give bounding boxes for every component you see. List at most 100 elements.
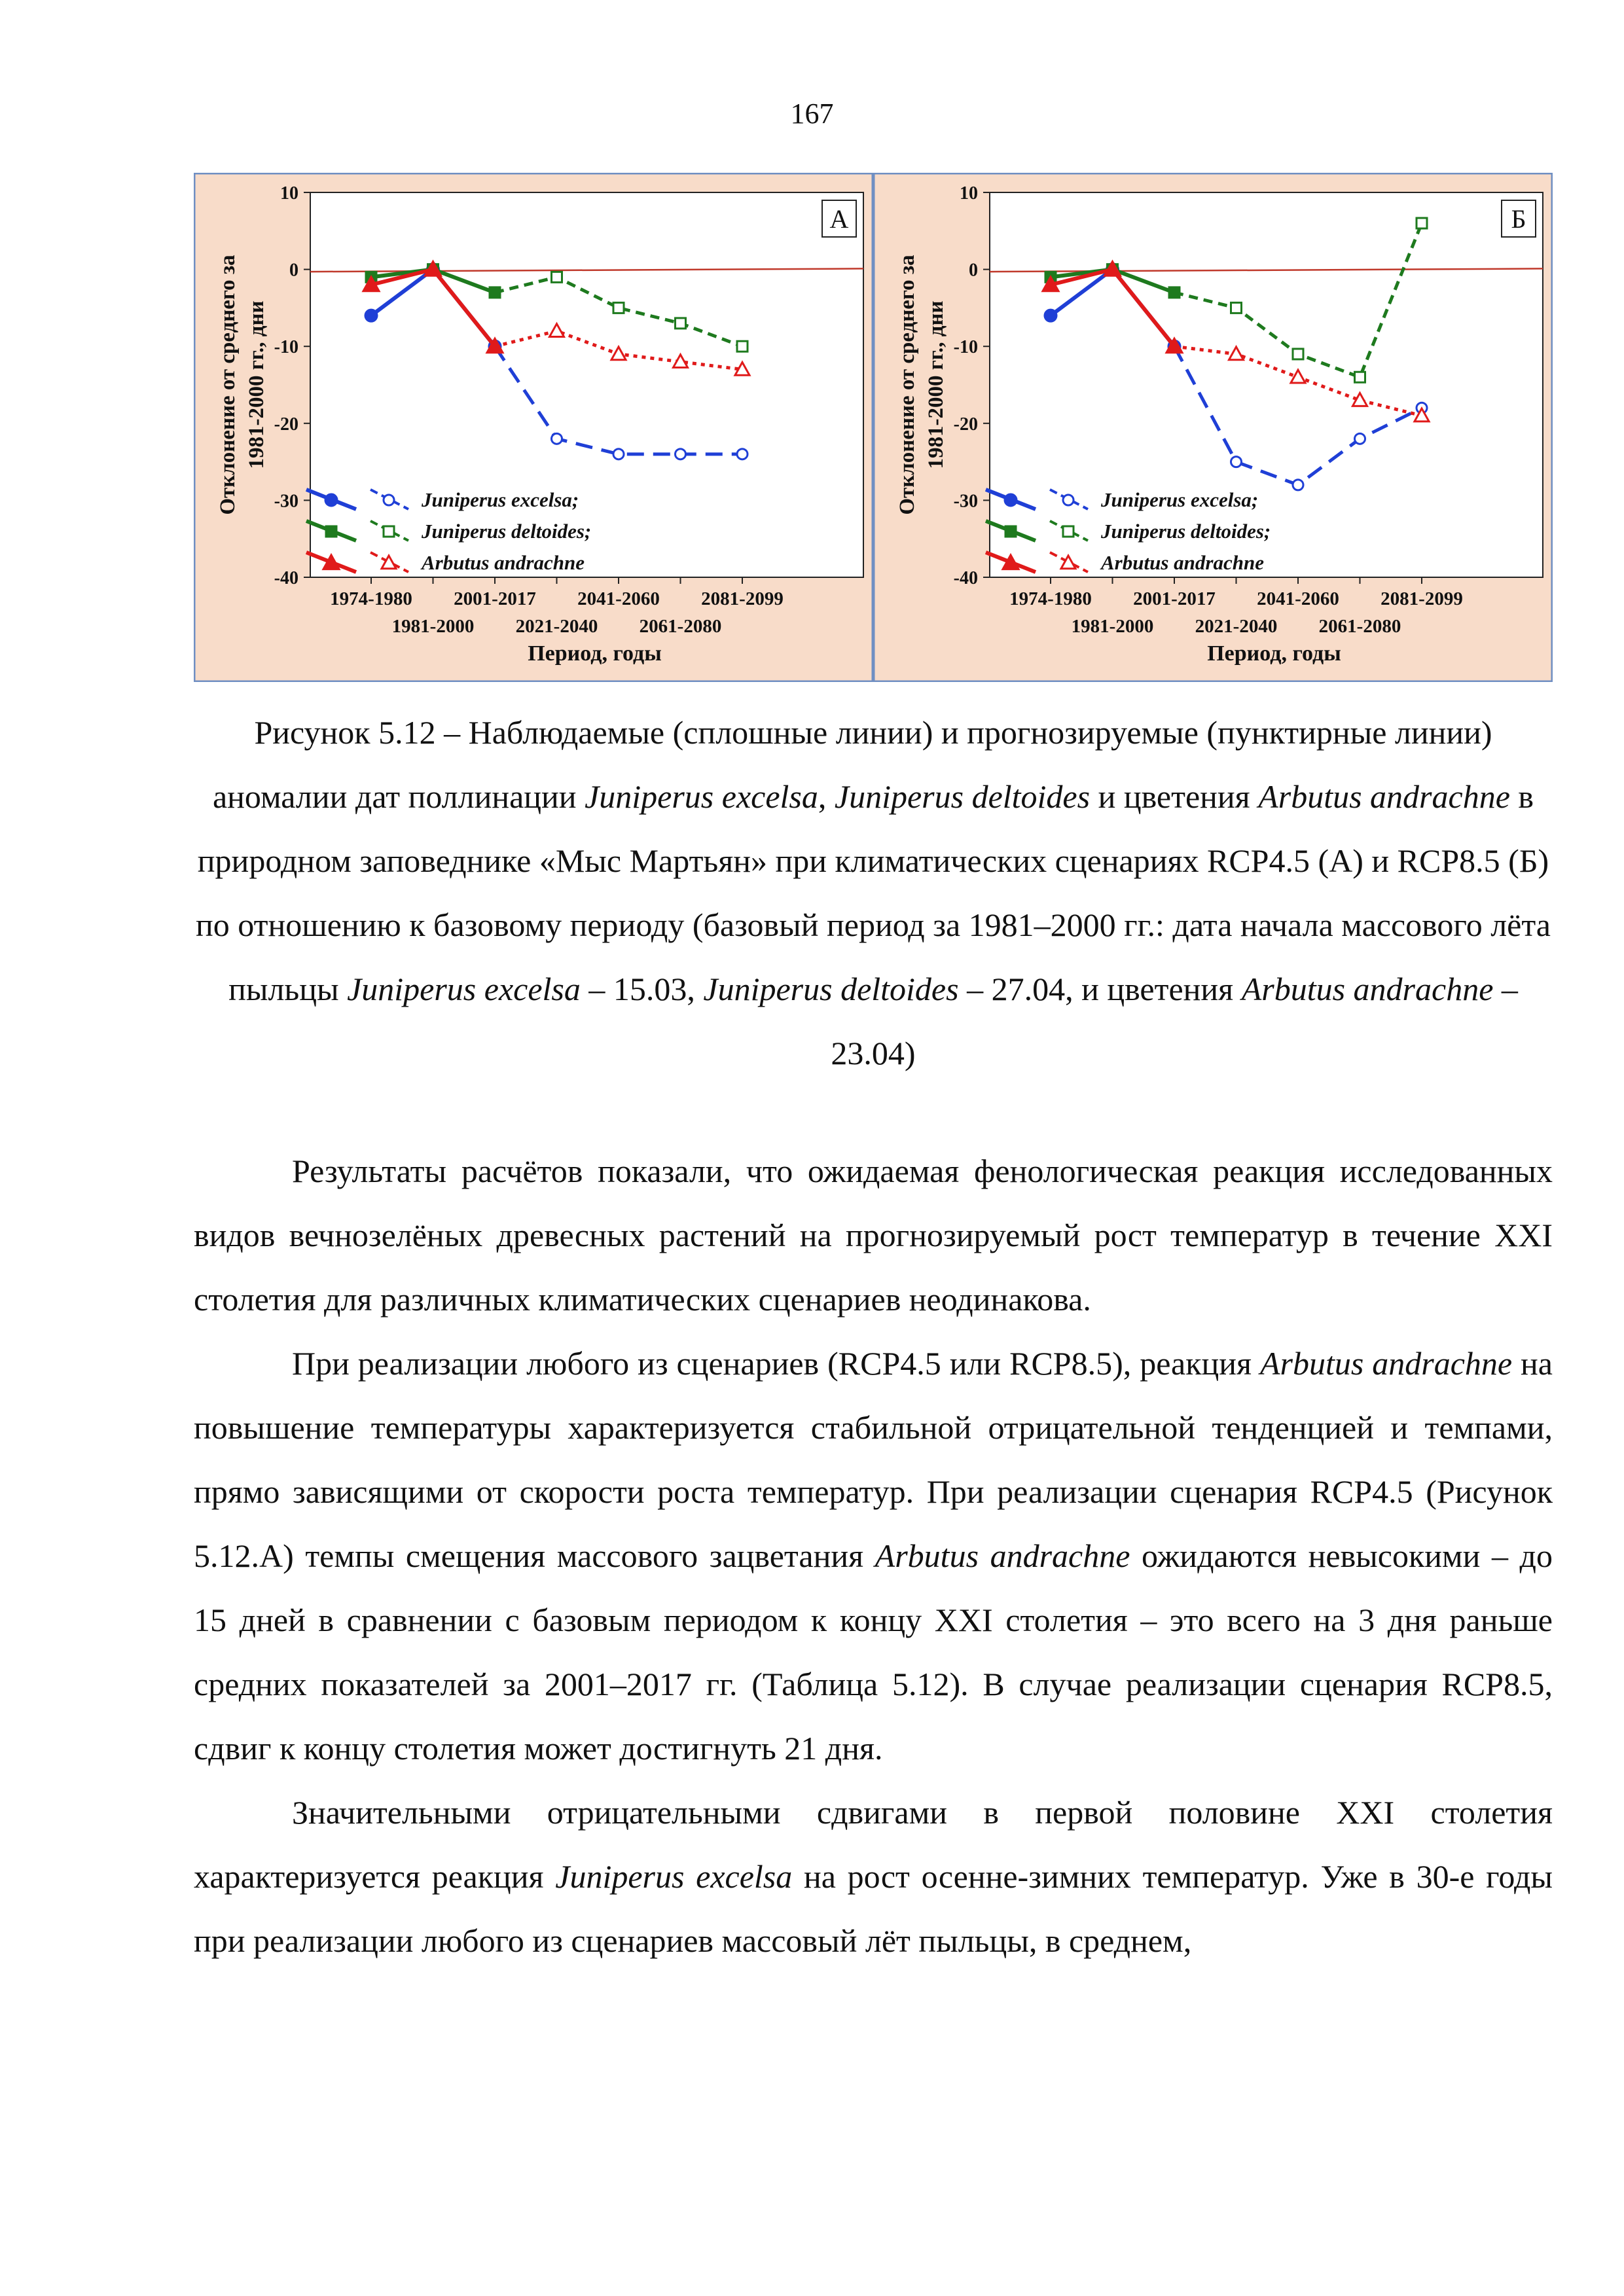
- panel-letter: Б: [1511, 204, 1526, 234]
- species-name: Arbutus andrachne: [1259, 1345, 1513, 1382]
- paragraph-text: на рост осенне-зимних температур. Уже в …: [194, 1858, 1553, 1959]
- chart-panel-a: 10 0 -10 -20 -30 -40 1974-1980 2001-2017 2041-20…: [194, 173, 874, 682]
- body-text: Результаты расчётов показали, что ожидае…: [194, 1139, 1553, 1973]
- caption-species: Juniperus deltoides: [703, 971, 959, 1007]
- legend-marker: [380, 553, 398, 570]
- x-tick-label: 2081-2099: [1380, 588, 1463, 609]
- legend-marker: [382, 525, 395, 538]
- y-tick-label: -10: [274, 337, 298, 357]
- data-point: [485, 336, 505, 354]
- chart-panel-b: 10 0 -10 -20 -30 -40 1974-1980 2001-2017 2041-20…: [873, 173, 1553, 682]
- data-point: [674, 448, 687, 461]
- data-point: [1041, 275, 1060, 293]
- legend-marker: [324, 493, 338, 507]
- caption-species: Arbutus andrachne: [1258, 778, 1510, 815]
- panel-letter-box: [821, 200, 857, 238]
- y-axis-label-line: Отклонение от среднего за: [216, 255, 240, 514]
- y-tick-label: -20: [954, 414, 978, 435]
- y-axis-label: Отклонение от среднего за 1981-2000 гг., …: [216, 255, 268, 514]
- x-tick-label: 1981-2000: [1072, 616, 1154, 637]
- legend-dashed-line: [370, 520, 409, 542]
- legend-label: Juniperus deltoides;: [1100, 520, 1271, 543]
- paragraph: Значительными отрицательными сдвигами в …: [194, 1780, 1553, 1973]
- caption-text: ,: [818, 778, 835, 815]
- data-point: [1227, 344, 1246, 361]
- data-point: [1043, 308, 1058, 323]
- y-axis-label-line: 1981-2000 гг., дни: [245, 301, 268, 469]
- data-point: [609, 344, 628, 361]
- data-point: [547, 321, 566, 338]
- plot-area: [989, 192, 1543, 578]
- x-tick-label: 1974-1980: [1009, 588, 1092, 609]
- legend-label: Juniperus excelsa;: [421, 488, 579, 511]
- x-tick-label: 2061-2080: [640, 616, 722, 637]
- paragraph-text: При реализации любого из сценариев (RCP4…: [292, 1345, 1260, 1382]
- legend-marker: [321, 552, 341, 571]
- data-point: [1291, 478, 1305, 492]
- legend-marker: [1003, 493, 1018, 507]
- legend-label: Arbutus andrachne: [420, 551, 585, 574]
- y-tick-label: -30: [954, 491, 978, 511]
- figure-caption: Рисунок 5.12 – Наблюдаемые (сплошные лин…: [194, 700, 1553, 1085]
- paragraph-text: ожидаются невысокими – до 15 дней в срав…: [194, 1537, 1553, 1767]
- data-point: [550, 432, 563, 445]
- y-tick-label: -10: [954, 337, 978, 357]
- y-axis-label-line: 1981-2000 гг., дни: [924, 301, 948, 469]
- species-name: Juniperus excelsa: [555, 1858, 793, 1895]
- caption-text: и цветения: [1090, 778, 1259, 815]
- legend-marker: [325, 525, 338, 538]
- legend-marker: [1001, 552, 1020, 571]
- y-tick-label: -40: [274, 568, 298, 588]
- legend-dashed-line: [370, 488, 409, 511]
- page-number: 167: [790, 98, 834, 130]
- x-axis-label: Период, годы: [1207, 641, 1341, 666]
- data-point: [1164, 336, 1184, 354]
- legend-dashed-line: [1049, 551, 1089, 573]
- legend-marker: [1004, 525, 1017, 538]
- x-tick-label: 1974-1980: [330, 588, 412, 609]
- paragraph-text: на повышение температуры характеризуется…: [194, 1345, 1553, 1574]
- caption-text: – 23.04): [831, 971, 1518, 1071]
- data-point: [1350, 391, 1369, 407]
- data-point: [1289, 368, 1307, 384]
- legend-label: Juniperus deltoides;: [421, 520, 591, 543]
- data-point: [1354, 370, 1366, 384]
- data-point: [1230, 456, 1242, 469]
- y-tick-label: 0: [289, 260, 298, 281]
- y-tick-label: -40: [954, 568, 978, 588]
- data-point: [736, 448, 749, 461]
- x-tick-label: 2061-2080: [1319, 616, 1401, 637]
- x-tick-label: 2001-2017: [1133, 588, 1216, 609]
- caption-species: Juniperus deltoides: [834, 778, 1091, 815]
- caption-species: Arbutus andrachne: [1241, 971, 1494, 1007]
- x-tick-label: 2041-2060: [1257, 588, 1339, 609]
- legend-marker: [382, 493, 395, 507]
- caption-text: – 27.04, и цветения: [958, 971, 1242, 1007]
- data-point: [612, 301, 625, 314]
- y-tick-label: 10: [960, 183, 978, 204]
- data-point: [550, 270, 563, 283]
- y-tick-label: 0: [969, 260, 978, 281]
- series-projected-line: [494, 275, 743, 348]
- legend-dashed-line: [370, 551, 409, 573]
- data-point: [1415, 217, 1428, 230]
- legend-label: Arbutus andrachne: [1100, 551, 1264, 574]
- caption-text: Рисунок 5.12 – Наблюдаемые (сплошные лин…: [212, 714, 1492, 815]
- data-point: [674, 317, 687, 330]
- panel-letter-box: [1501, 200, 1536, 238]
- legend-marker: [1059, 553, 1077, 570]
- data-point: [671, 352, 690, 369]
- legend-label: Juniperus excelsa;: [1100, 488, 1258, 511]
- zero-reference-line: [989, 268, 1543, 273]
- legend-dashed-line: [1049, 488, 1089, 511]
- panel-letter: А: [830, 204, 849, 234]
- y-axis-label-line: Отклонение от среднего за: [895, 255, 919, 514]
- data-point: [736, 340, 749, 353]
- paragraph: При реализации любого из сценариев (RCP4…: [194, 1331, 1553, 1780]
- data-point: [1102, 259, 1123, 277]
- data-point: [733, 360, 751, 376]
- zero-reference-line: [310, 268, 864, 273]
- y-tick-label: -20: [274, 414, 298, 435]
- x-tick-label: 2021-2040: [1195, 616, 1278, 637]
- caption-text: в природном заповеднике «Мыс Мартьян» пр…: [196, 778, 1551, 1007]
